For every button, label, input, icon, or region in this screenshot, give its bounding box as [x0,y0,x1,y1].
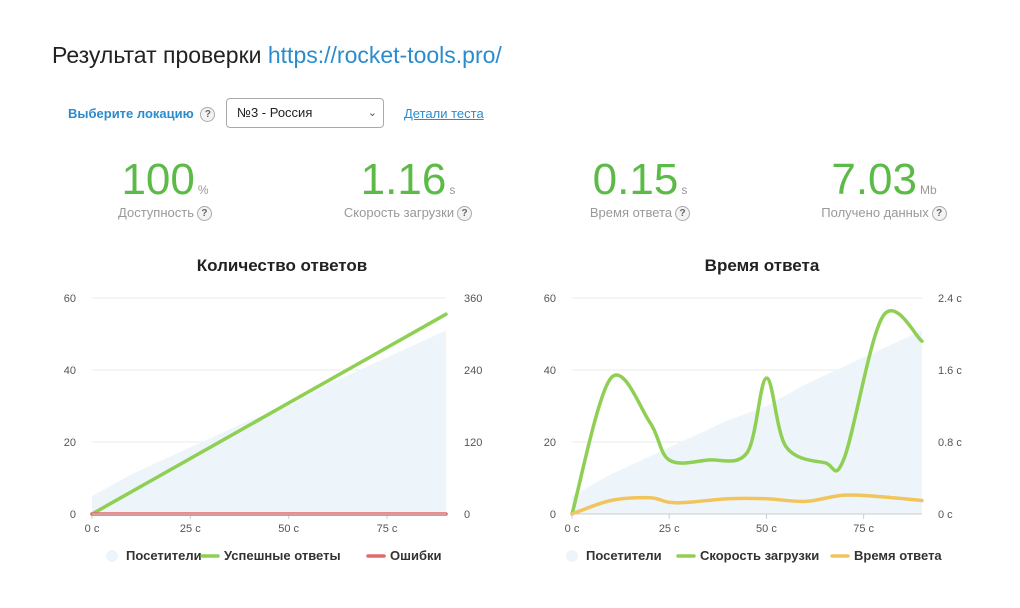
response-time-chart: 0 20 40 60 0 с 0.8 с 1.6 с 2.4 с 0 с 25 с 50 с 75 с… [544,293,963,563]
y-left-tick-label: 20 [64,437,76,449]
location-select-value: №3 - Россия [237,105,313,120]
location-label-wrap: Выберите локацию ? [68,106,216,123]
y-right-tick-label: 120 [464,437,482,449]
x-tick-label: 25 с [180,523,201,535]
metric-response-time: 0.15 s Время ответа? [530,155,750,222]
metric-label: Время ответа [589,205,673,220]
y-right-tick-label: 0 с [938,509,953,521]
metric-data-received: 7.03 Mb Получено данных? [774,155,994,222]
y-right-tick-label: 1.6 с [938,365,962,377]
visitors-area [92,330,446,514]
site-url-link[interactable]: https://rocket-tools.pro/ [267,42,502,68]
legend-label: Ошибки [390,548,441,563]
chevron-down-icon: ⌄ [367,107,377,119]
x-tick-label: 50 с [756,523,777,535]
y-right-tick-label: 0 [464,509,470,521]
y-right-tick-label: 360 [464,293,482,305]
y-right-tick-label: 0.8 с [938,437,962,449]
series-line [90,312,448,516]
help-icon[interactable]: ? [675,206,691,222]
help-icon[interactable]: ? [457,206,473,222]
y-left-tick-label: 60 [544,293,556,305]
legend-label: Посетители [126,548,202,563]
series-line [570,493,924,516]
metric-value: 0.15 [592,155,679,204]
x-tick-label: 75 с [377,523,398,535]
y-left-tick-label: 40 [64,365,76,377]
y-left-tick-label: 60 [64,293,76,305]
test-details-link[interactable]: Детали теста [404,106,484,121]
metric-label: Доступность [118,205,194,220]
legend-marker [566,550,578,562]
help-icon[interactable]: ? [196,206,212,222]
metric-unit: s [681,183,688,197]
y-right-tick-label: 2.4 с [938,293,962,305]
metric-value: 100 [121,155,195,204]
legend-label: Время ответа [854,548,942,563]
page-title: Результат проверки https://rocket-tools.… [52,42,502,69]
y-left-tick-label: 0 [70,509,76,521]
legend-label: Успешные ответы [224,548,341,563]
metric-label: Скорость загрузки [343,205,455,220]
metric-unit: % [197,183,209,197]
x-tick-label: 50 с [278,523,299,535]
y-right-tick-label: 240 [464,365,482,377]
y-left-tick-label: 40 [544,365,556,377]
x-tick-label: 0 с [565,523,580,535]
series-line [570,309,924,516]
y-left-tick-label: 20 [544,437,556,449]
metric-unit: s [449,183,456,197]
metric-value: 1.16 [360,155,447,204]
legend-marker [106,550,118,562]
help-icon[interactable]: ? [931,206,947,222]
metric-label: Получено данных [821,205,929,220]
chart-title: Время ответа [704,256,820,275]
metric-unit: Mb [919,183,937,197]
location-label: Выберите локацию [68,106,194,121]
chart-title: Количество ответов [196,256,368,275]
legend-label: Посетители [586,548,662,563]
x-tick-label: 0 с [85,523,100,535]
y-left-tick-label: 0 [550,509,556,521]
legend-label: Скорость загрузки [700,548,819,563]
metric-value: 7.03 [831,155,917,204]
page-title-prefix: Результат проверки [52,42,262,68]
x-tick-label: 75 с [853,523,874,535]
x-tick-label: 25 с [659,523,680,535]
metric-availability: 100% Доступность? [55,155,275,222]
location-select[interactable]: №3 - Россия ⌄ [226,98,384,128]
responses-count-chart: 0 20 40 60 0 120 240 360 0 с 25 с 50 с 75 с Посетите… [64,293,483,563]
help-icon[interactable]: ? [200,107,216,123]
metric-load-speed: 1.16 s Скорость загрузки? [298,155,518,222]
